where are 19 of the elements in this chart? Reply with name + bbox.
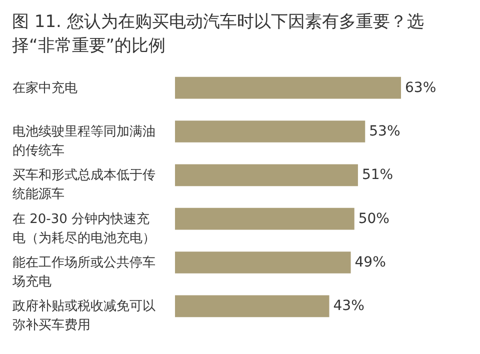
bar (175, 120, 366, 142)
y-tick-label: 电池续驶里程等同加满油的传统车 (12, 124, 156, 158)
y-tick-label: 在 20-30 分钟内快速充电（为耗尽的电池充电） (12, 212, 156, 246)
bar (175, 252, 351, 274)
bar (175, 164, 358, 186)
data-label: 50% (358, 210, 390, 227)
y-tick-label: 能在工作场所或公共停车场充电 (12, 256, 156, 290)
data-label: 49% (354, 254, 386, 270)
data-label: 53% (369, 124, 400, 140)
y-tick-label: 政府补贴或税收减免可以弥补买车费用 (12, 298, 156, 334)
data-label: 51% (362, 167, 394, 184)
chart-title: 图 11. 您认为在购买电动汽车时以下因素有多重要？选择“非常重要”的比例 (11, 11, 425, 58)
bar (175, 295, 330, 318)
data-label: 43% (333, 298, 364, 314)
data-label: 63% (405, 80, 436, 96)
y-tick-label: 买车和形式总成本低于传统能源车 (12, 168, 156, 202)
bar (175, 76, 401, 99)
bar (175, 208, 354, 230)
y-tick-label: 在家中充电 (12, 80, 78, 96)
